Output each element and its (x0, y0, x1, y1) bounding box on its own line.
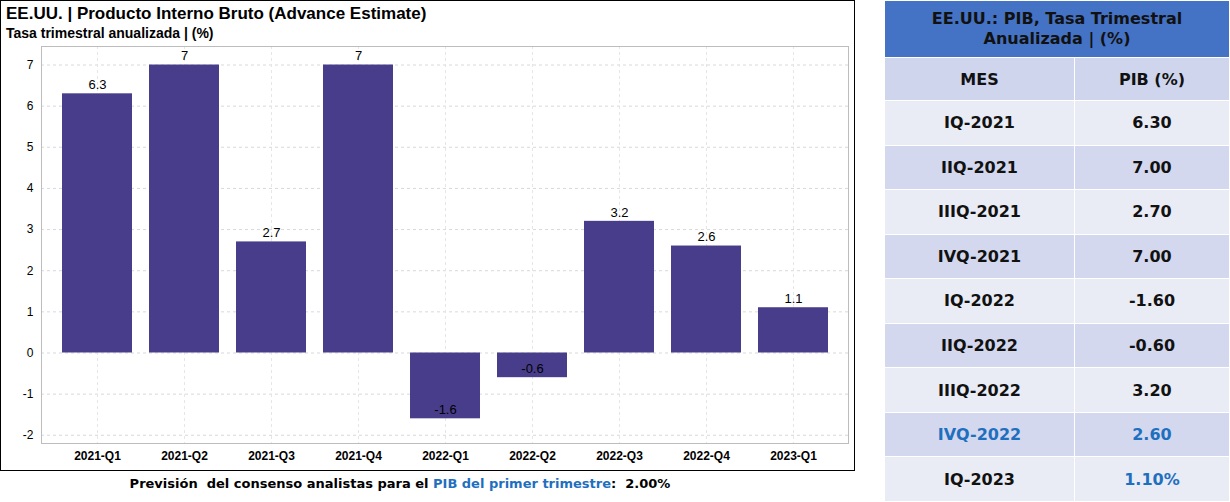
html-text:7.00: 7.00 (1132, 246, 1172, 266)
svg-text:0: 0 (27, 346, 34, 360)
svg-text:-1.6: -1.6 (434, 402, 456, 417)
svg-text:7: 7 (355, 48, 362, 63)
html-text:EE.UU.: PIB, Tasa Trimestral A: EE.UU.: PIB, Tasa Trimestral Anualizada … (931, 9, 1183, 48)
html-text:IIIQ-2021: IIIQ-2021 (938, 202, 1021, 222)
html-text:Tasa trimestral anualizada | (: Tasa trimestral anualizada | (%) (6, 25, 214, 41)
html-text:PIB (%): PIB (%) (1118, 69, 1185, 89)
html-text:MES: MES (960, 69, 999, 89)
html-text:-0.60: -0.60 (1128, 336, 1175, 355)
html-text:IVQ-2021: IVQ-2021 (937, 246, 1022, 266)
html-text:IQ-2022: IQ-2022 (944, 291, 1015, 311)
html-text:IQ-2023: IQ-2023 (944, 469, 1015, 489)
svg-text:7: 7 (27, 58, 34, 72)
svg-text:3: 3 (27, 222, 34, 236)
html-text:IIIQ-2022: IIIQ-2022 (938, 380, 1021, 400)
svg-text:3.2: 3.2 (610, 205, 628, 220)
svg-text:-0.6: -0.6 (521, 361, 543, 376)
svg-text:2.7: 2.7 (262, 225, 280, 240)
svg-text:2: 2 (27, 264, 34, 278)
html-text:IIQ-2021: IIQ-2021 (941, 157, 1018, 177)
html-text:IVQ-2022: IVQ-2022 (937, 425, 1022, 445)
svg-text:2.6: 2.6 (697, 229, 715, 244)
html-text:IQ-2021: IQ-2021 (944, 113, 1015, 133)
html-text:IIQ-2022: IIQ-2022 (941, 336, 1018, 355)
svg-text:4: 4 (27, 181, 34, 195)
svg-text:5: 5 (27, 140, 34, 154)
html-text:EE.UU. | Producto Interno Brut: EE.UU. | Producto Interno Bruto (Advance… (6, 4, 427, 23)
svg-text:2022-Q3: 2022-Q3 (596, 449, 643, 463)
svg-text:2022-Q2: 2022-Q2 (509, 449, 556, 463)
html-text:1.10%: 1.10% (1124, 469, 1180, 489)
html-text:7.00: 7.00 (1132, 157, 1172, 177)
svg-text:6: 6 (27, 99, 34, 113)
svg-text:2021-Q2: 2021-Q2 (161, 449, 208, 463)
html-text:-1.60: -1.60 (1128, 291, 1175, 311)
svg-text:-2: -2 (23, 428, 34, 442)
html-text:6.30: 6.30 (1132, 113, 1172, 133)
html-text:2.70: 2.70 (1132, 202, 1172, 222)
html-text:2.60: 2.60 (1132, 425, 1172, 445)
svg-text:1: 1 (27, 305, 34, 319)
svg-text:2021-Q4: 2021-Q4 (335, 449, 382, 463)
svg-text:2022-Q4: 2022-Q4 (683, 449, 730, 463)
html-text:3.20: 3.20 (1132, 380, 1172, 400)
svg-text:-1: -1 (23, 387, 34, 401)
svg-text:2021-Q3: 2021-Q3 (248, 449, 295, 463)
svg-text:2021-Q1: 2021-Q1 (74, 449, 121, 463)
svg-text:1.1: 1.1 (784, 291, 802, 306)
html-text:Previsión del consenso analist: Previsión del consenso analistas para el… (129, 476, 671, 491)
svg-text:7: 7 (181, 48, 188, 63)
svg-text:6.3: 6.3 (88, 77, 106, 92)
svg-text:2023-Q1: 2023-Q1 (770, 449, 817, 463)
svg-text:2022-Q1: 2022-Q1 (422, 449, 469, 463)
